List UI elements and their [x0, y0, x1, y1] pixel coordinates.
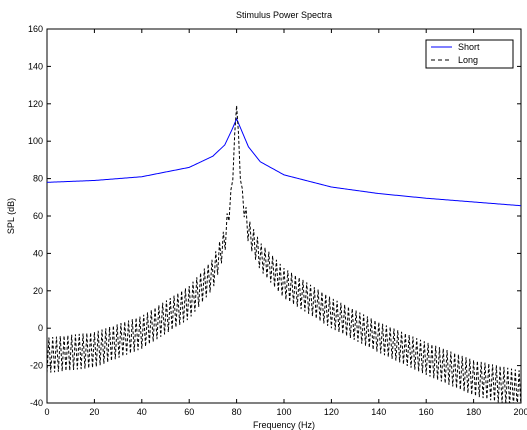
x-tick-label: 200: [513, 407, 527, 417]
x-tick-label: 60: [184, 407, 194, 417]
y-tick-label: 80: [33, 174, 43, 184]
series-line-long: [47, 105, 521, 403]
y-tick-label: -40: [30, 398, 43, 408]
x-tick-label: 120: [324, 407, 339, 417]
series-line-short: [47, 117, 521, 207]
legend-label-long: Long: [458, 55, 478, 65]
x-tick-label: 80: [232, 407, 242, 417]
x-tick-label: 180: [466, 407, 481, 417]
y-tick-label: 20: [33, 286, 43, 296]
x-axis-label: Frequency (Hz): [253, 420, 315, 430]
y-tick-label: 0: [38, 323, 43, 333]
y-tick-label: 160: [28, 24, 43, 34]
y-axis-label: SPL (dB): [6, 198, 16, 234]
axis-ticks: 0 20 40 60 80 100 120 140 160 180 200 -40 -20 0 20 40 60…: [28, 24, 527, 417]
y-tick-label: 140: [28, 61, 43, 71]
y-tick-label: -20: [30, 361, 43, 371]
y-tick-label: 100: [28, 136, 43, 146]
x-tick-label: 20: [89, 407, 99, 417]
x-tick-label: 160: [419, 407, 434, 417]
chart-title: Stimulus Power Spectra: [236, 10, 332, 20]
y-tick-label: 40: [33, 248, 43, 258]
x-tick-label: 100: [276, 407, 291, 417]
y-tick-label: 60: [33, 211, 43, 221]
legend-box: [425, 39, 514, 69]
y-tick-label: 120: [28, 99, 43, 109]
x-tick-label: 0: [44, 407, 49, 417]
series-layer: [47, 105, 521, 403]
x-tick-label: 140: [371, 407, 386, 417]
x-tick-label: 40: [137, 407, 147, 417]
legend: Short Long: [425, 39, 514, 69]
legend-label-short: Short: [458, 42, 480, 52]
